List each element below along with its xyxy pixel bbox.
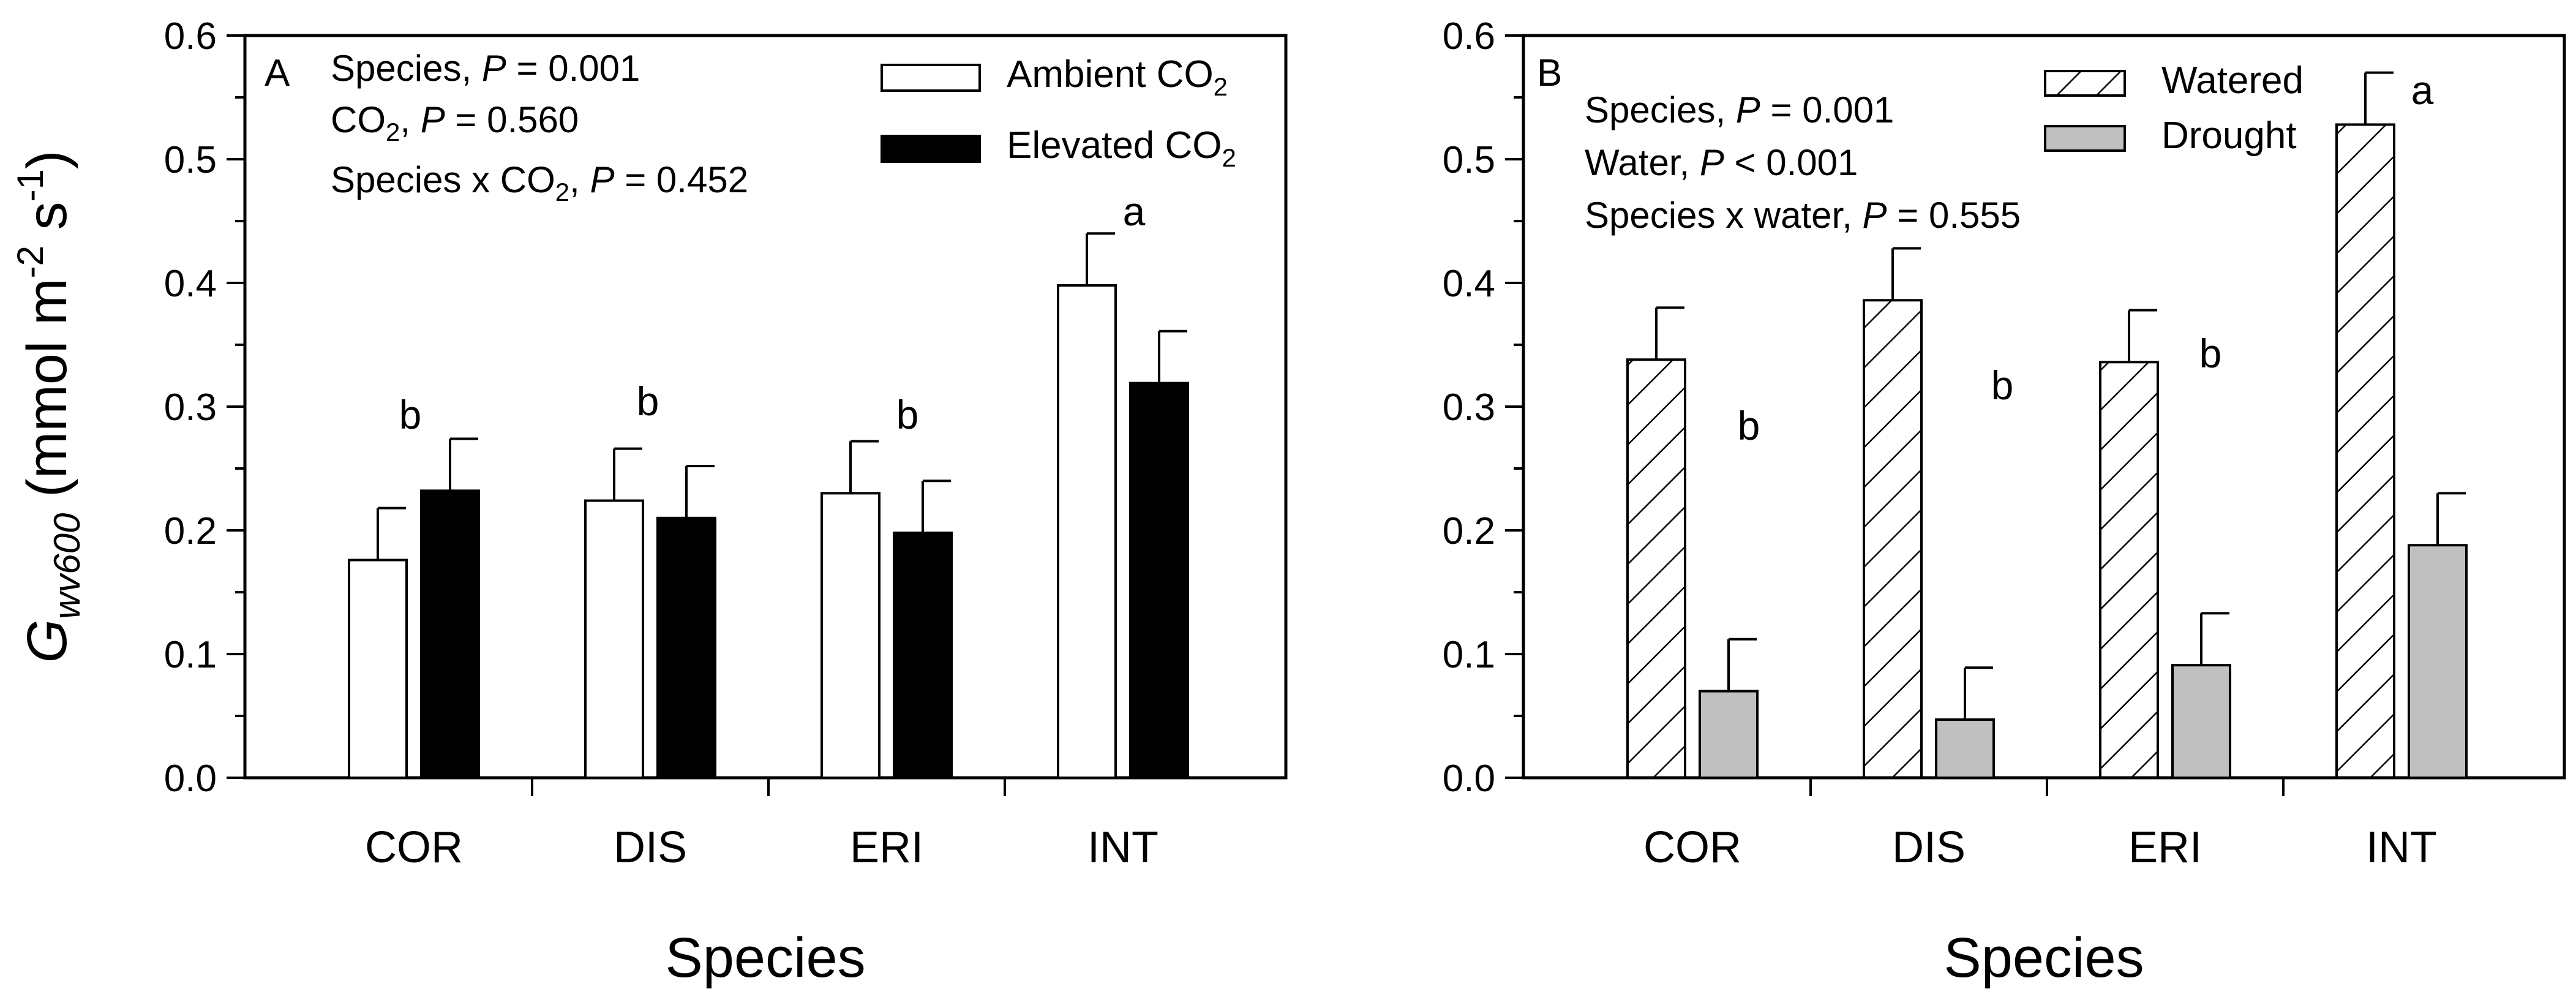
stats-annotation: Species, P = 0.001 Water, P < 0.001 Specie… (1585, 89, 2021, 236)
bar-watered-eri (2099, 361, 2159, 779)
y-axis-title: Gwv600 (mmol m-2 s-1) (10, 150, 88, 663)
significance-letter: a (2411, 67, 2434, 113)
x-tick-label: DIS (1892, 823, 1966, 872)
category-labels: COR DIS ERI INT (1643, 823, 2437, 872)
stats-line: Water, P < 0.001 (1585, 142, 1858, 183)
stats-line: Species, P = 0.001 (1585, 89, 1894, 130)
bar-ambient-co2-int (1057, 284, 1117, 780)
x-tick-label: ERI (850, 823, 923, 872)
panel-letter: A (265, 52, 290, 94)
significance-letters: b b b a (399, 189, 1146, 437)
y-tick-label: 0.1 (164, 634, 217, 676)
category-labels: COR DIS ERI INT (365, 823, 1158, 872)
x-tick-label: ERI (2128, 823, 2202, 872)
significance-letter: b (637, 378, 659, 424)
x-axis-title: Species (665, 927, 865, 989)
bar-elevated-co2-dis (656, 516, 716, 779)
bar-watered-dis (1863, 299, 1923, 779)
y-tick-label: 0.6 (1443, 15, 1495, 58)
x-tick-label: COR (1643, 823, 1741, 872)
bar-watered-int (2335, 123, 2395, 780)
significance-letter: b (1991, 363, 2014, 408)
x-axis-title: Species (1943, 927, 2144, 989)
y-tick-label: 0.3 (1443, 386, 1495, 429)
legend-swatch (881, 135, 981, 163)
bar-ambient-co2-eri (820, 492, 881, 780)
bar-elevated-co2-int (1129, 382, 1189, 779)
stats-annotation: Species, P = 0.001 CO2, P = 0.560 Species … (331, 48, 748, 206)
error-bars (377, 232, 1187, 560)
y-tick-label: 0.1 (1443, 634, 1495, 676)
stats-line: CO2, P = 0.560 (331, 99, 579, 146)
legend-label: Ambient CO2 (1007, 53, 1228, 101)
legend: Watered Drought (2044, 59, 2304, 157)
y-tick-label: 0.2 (1443, 510, 1495, 552)
legend-label: Elevated CO2 (1007, 124, 1236, 172)
stats-line: Species, P = 0.001 (331, 48, 640, 89)
y-tick-label: 0.4 (164, 263, 217, 305)
bar-drought-int (2408, 544, 2468, 779)
y-tick-label: 0.2 (164, 510, 217, 552)
bar-ambient-co2-cor (348, 559, 408, 779)
x-ticks (531, 778, 1006, 796)
significance-letters: b b b a (1738, 67, 2434, 448)
x-tick-label: DIS (614, 823, 687, 872)
legend-label: Watered (2161, 59, 2304, 102)
bar-watered-cor (1626, 358, 1686, 779)
bar-elevated-co2-eri (893, 532, 953, 779)
error-bars (1655, 71, 2466, 720)
panel-letter: B (1537, 52, 1562, 94)
bar-drought-cor (1699, 690, 1759, 779)
bar-drought-eri (2171, 664, 2231, 780)
y-tick-label: 0.3 (164, 386, 217, 429)
significance-letter: b (2199, 331, 2222, 376)
y-tick-label: 0.0 (164, 758, 217, 800)
y-tick-label: 0.4 (1443, 263, 1495, 305)
x-tick-label: COR (365, 823, 463, 872)
bars (1626, 123, 2468, 780)
legend-swatch (2044, 70, 2126, 97)
x-tick-label: INT (1087, 823, 1158, 872)
legend-swatch (2044, 125, 2126, 152)
bar-drought-dis (1935, 718, 1995, 780)
y-tick-label: 0.5 (1443, 139, 1495, 181)
stats-line: Species x water, P = 0.555 (1585, 195, 2021, 236)
x-ticks (1809, 778, 2285, 796)
legend: Ambient CO2 Elevated CO2 (881, 53, 1236, 172)
bar-ambient-co2-dis (584, 499, 644, 780)
legend-label: Drought (2161, 115, 2297, 157)
significance-letter: b (896, 392, 919, 437)
significance-letter: a (1123, 189, 1146, 234)
bars (348, 284, 1189, 780)
significance-letter: b (1738, 403, 1760, 448)
y-tick-label: 0.6 (164, 15, 217, 58)
bar-elevated-co2-cor (420, 489, 480, 779)
y-ticks: 0.0 0.1 0.2 0.3 0.4 0.5 0.6 (1443, 15, 1523, 800)
legend-swatch (881, 64, 981, 92)
y-tick-label: 0.5 (164, 139, 217, 181)
panel-a: 0.00.10.20.30.40.50.6 b b ba COR DIS ERI INT … (10, 15, 1288, 989)
stats-line: Species x CO2, P = 0.452 (331, 159, 748, 206)
x-tick-label: INT (2366, 823, 2437, 872)
y-tick-label: 0.0 (1443, 758, 1495, 800)
y-ticks: 0.0 0.1 0.2 0.3 0.4 0.5 0.6 (164, 15, 245, 800)
significance-letter: b (399, 392, 422, 437)
